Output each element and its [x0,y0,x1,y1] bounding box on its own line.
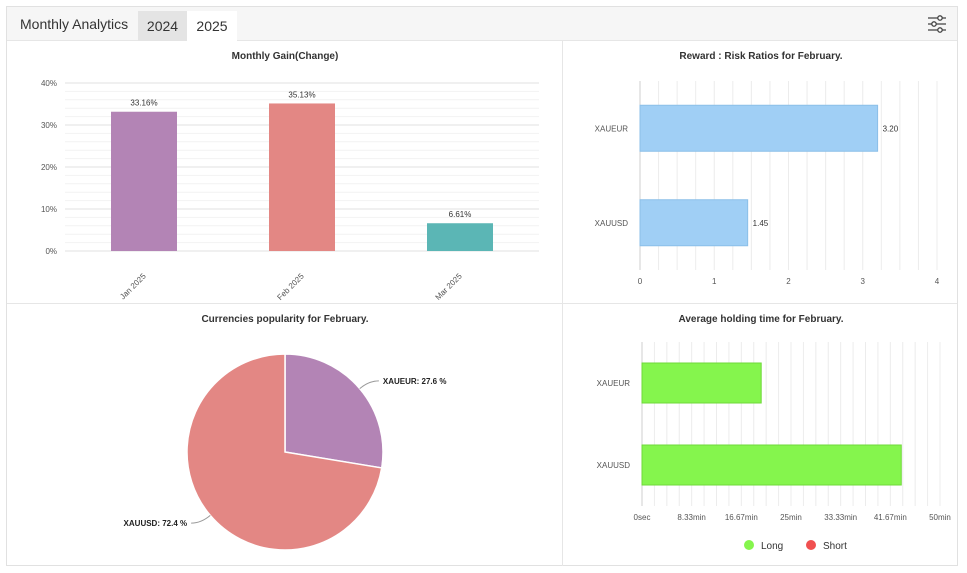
monthly-gain-title: Monthly Gain(Change) [232,51,339,62]
bar-value-label: 6.61% [449,210,472,219]
bar-value-label: 33.16% [130,99,157,108]
x-tick-label: 16.67min [725,513,758,522]
category-label: XAUEUR [595,124,629,133]
currencies-popularity-chart: Currencies popularity for February. XAUE… [124,314,447,551]
x-tick-label: 3 [861,277,866,286]
holding-time-title: Average holding time for February. [678,314,843,325]
bar-xauusd[interactable] [641,444,902,486]
analytics-header: Monthly Analytics 2024 2025 [7,7,957,41]
legend-marker-long[interactable] [744,540,754,550]
panel-divider-horizontal [7,303,957,304]
holding-time-chart: Average holding time for February. XAUEU… [597,314,951,552]
monthly-gain-chart: Monthly Gain(Change) 33.16% 35.13% 6.61% 0… [41,51,539,302]
bar-xaueur[interactable] [641,362,762,404]
sliders-icon[interactable] [927,14,947,34]
x-tick-label: 0sec [634,513,651,522]
y-tick-label: 20% [41,163,57,172]
currencies-popularity-panel: Currencies popularity for February. XAUE… [7,304,562,566]
legend-marker-short[interactable] [806,540,816,550]
x-tick-label: 33.33min [824,513,857,522]
pie-label-connector [191,515,211,524]
x-tick-label: 8.33min [677,513,705,522]
x-tick-label: Feb 2025 [275,271,306,302]
analytics-frame: Monthly Analytics 2024 2025 Monthly Gain… [6,6,958,566]
pie-slice-xaueur[interactable] [284,353,384,469]
x-tick-label: 4 [935,277,940,286]
x-tick-label: Mar 2025 [433,271,464,302]
y-tick-label: 30% [41,121,57,130]
category-label: XAUUSD [597,461,631,470]
y-tick-label: 40% [41,79,57,88]
x-tick-label: 25min [780,513,802,522]
x-tick-label: 2 [786,277,791,286]
bar-xauusd[interactable] [639,199,749,247]
bar-feb-2025[interactable] [269,103,335,251]
bar-value-label: 35.13% [288,90,315,99]
y-tick-label: 0% [45,247,57,256]
tab-2025[interactable]: 2025 [187,11,237,41]
x-tick-label: Jan 2025 [118,271,148,301]
category-label: XAUUSD [595,219,629,228]
legend-label-long[interactable]: Long [761,541,783,552]
bar-value-label: 3.20 [883,124,899,133]
x-tick-label: 0 [638,277,643,286]
bar-value-label: 1.45 [753,219,769,228]
monthly-gain-panel: Monthly Gain(Change) 33.16% 35.13% 6.61% 0… [7,41,562,303]
reward-risk-title: Reward : Risk Ratios for February. [679,51,842,62]
x-tick-label: 50min [929,513,951,522]
holding-time-panel: Average holding time for February. XAUEU… [563,304,959,566]
bar-xaueur[interactable] [639,104,879,152]
legend-label-short[interactable]: Short [823,541,847,552]
bar-mar-2025[interactable] [427,223,493,251]
y-tick-label: 10% [41,205,57,214]
bar-jan-2025[interactable] [111,111,177,251]
pie-slice-xauusd[interactable] [186,353,383,551]
reward-risk-panel: Reward : Risk Ratios for February. 3.20 1… [563,41,959,303]
reward-risk-chart: Reward : Risk Ratios for February. 3.20 1… [595,51,940,286]
page-title: Monthly Analytics [20,16,129,32]
pie-slice-label: XAUEUR: 27.6 % [383,377,447,386]
tab-2024[interactable]: 2024 [138,11,187,41]
category-label: XAUEUR [597,379,631,388]
x-tick-label: 1 [712,277,717,286]
x-tick-label: 41.67min [874,513,907,522]
pie-label-connector [359,380,379,389]
currencies-popularity-title: Currencies popularity for February. [201,314,368,325]
pie-slice-label: XAUUSD: 72.4 % [124,519,188,528]
